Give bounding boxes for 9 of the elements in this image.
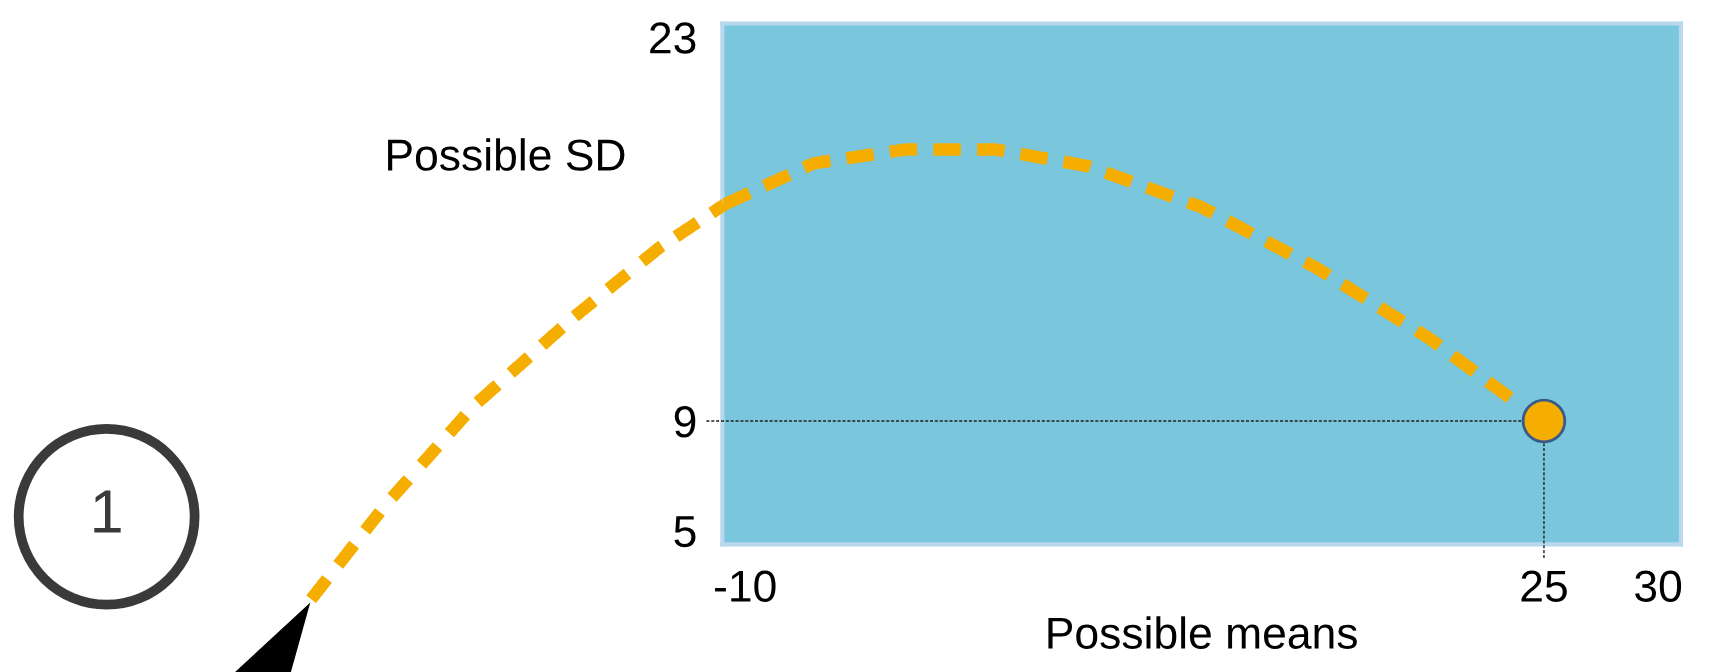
y-axis-title: Possible SD (388, 138, 625, 171)
x-tick-label: 30 (1635, 570, 1682, 602)
x-tick-label: 25 (1521, 570, 1567, 602)
y-tick-label: 9 (674, 406, 696, 438)
y-tick-label: 5 (674, 516, 696, 548)
x-axis-title: Possible means (1048, 616, 1357, 649)
y-tick-label: 23 (650, 22, 696, 54)
text: 1 (94, 490, 121, 533)
x-tick-label: -10 (715, 570, 776, 602)
